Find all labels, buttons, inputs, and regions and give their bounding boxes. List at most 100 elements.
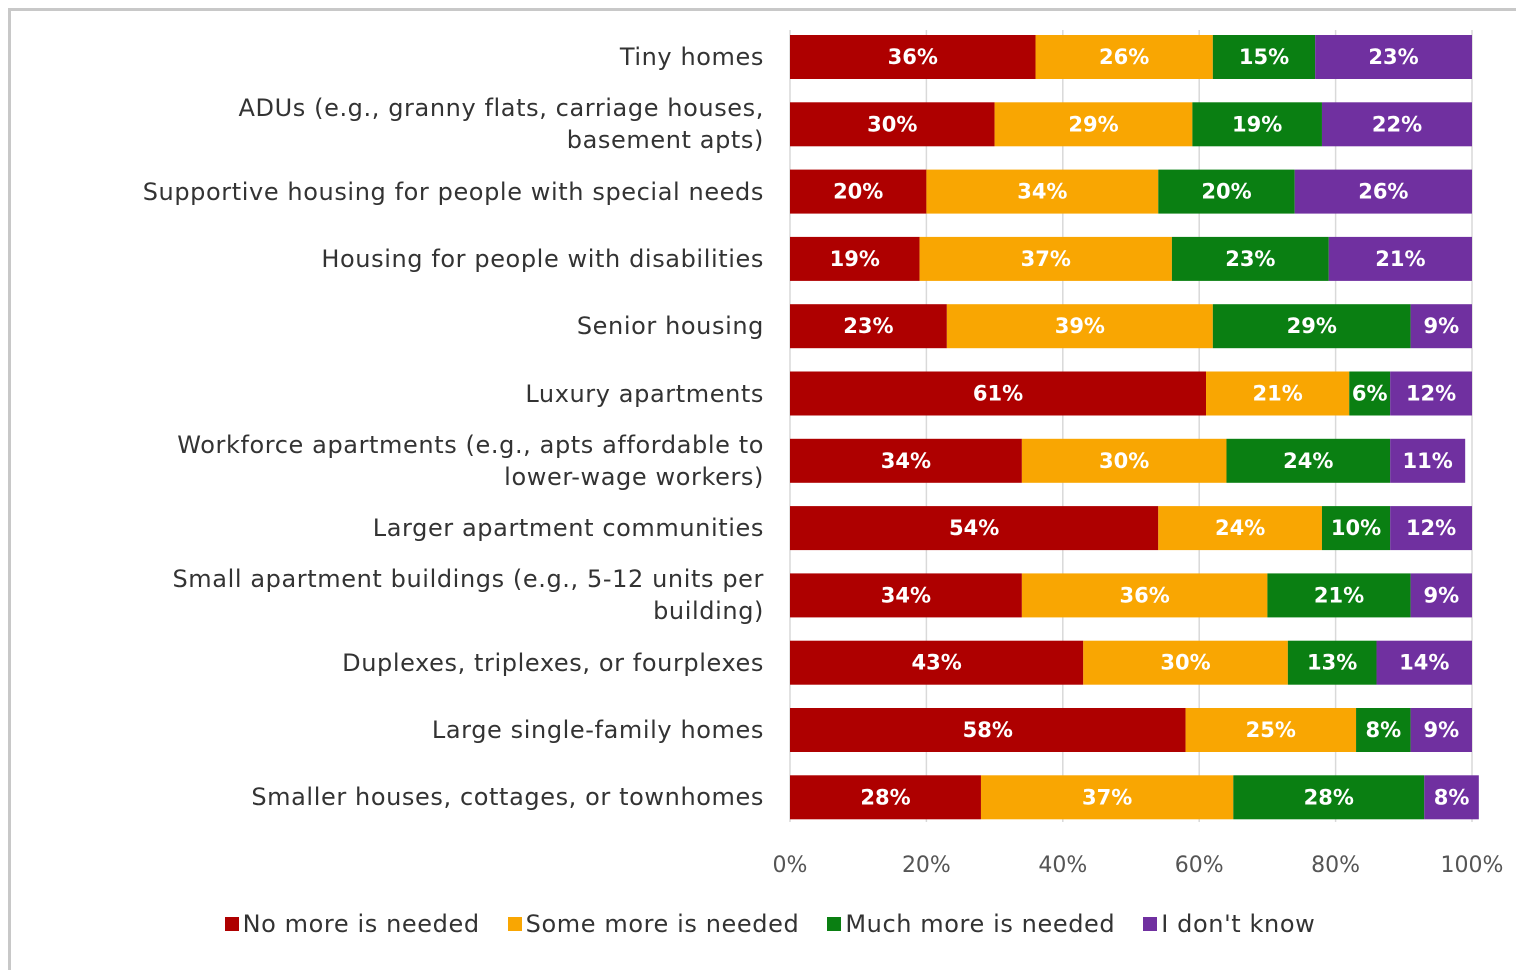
category-label: ADUs (e.g., granny flats, carriage house… — [238, 94, 764, 155]
legend-item: I don't know — [1143, 910, 1315, 938]
bar-segment — [1035, 35, 1213, 79]
data-label: 34% — [1017, 180, 1067, 204]
x-tick-label: 80% — [1311, 853, 1360, 878]
bar-segment — [1206, 371, 1350, 416]
bar-segment — [1410, 304, 1472, 349]
data-label: 19% — [1232, 112, 1282, 136]
bar-segment — [1021, 573, 1268, 618]
data-label: 9% — [1423, 314, 1459, 338]
data-label: 36% — [1120, 583, 1170, 607]
data-label: 25% — [1246, 718, 1296, 742]
bar-segment — [790, 506, 1159, 551]
bar-segment — [790, 371, 1207, 416]
data-label: 8% — [1434, 785, 1470, 809]
legend-label: Much more is needed — [845, 910, 1116, 938]
bar-segment — [926, 169, 1159, 214]
data-label: 30% — [867, 112, 917, 136]
data-label: 6% — [1352, 382, 1388, 406]
bar-segment — [790, 35, 1036, 79]
data-label: 21% — [1375, 247, 1425, 271]
data-label: 12% — [1406, 382, 1456, 406]
bar-segment — [790, 775, 981, 820]
bar-segment — [1158, 506, 1322, 551]
data-label: 9% — [1423, 718, 1459, 742]
bar-segment — [1185, 708, 1357, 752]
data-label: 34% — [881, 449, 931, 473]
legend-swatch — [224, 917, 239, 931]
bar-segment — [1192, 102, 1322, 147]
data-label: 24% — [1283, 449, 1333, 473]
category-label: Luxury apartments — [525, 379, 764, 408]
grid — [789, 30, 1473, 822]
bar-segment — [980, 775, 1234, 820]
category-label: Smaller houses, cottages, or townhomes — [251, 783, 764, 812]
bar-segment — [1321, 506, 1391, 551]
bar-segment — [790, 236, 920, 281]
legend-label: No more is needed — [242, 910, 480, 938]
bar-segment — [1267, 573, 1411, 618]
bar-segment — [1294, 169, 1472, 214]
data-label: 29% — [1068, 112, 1118, 136]
data-label: 58% — [963, 718, 1013, 742]
bar-segment — [1158, 169, 1295, 214]
category-label: Small apartment buildings (e.g., 5-12 un… — [172, 565, 764, 626]
x-tick-label: 60% — [1175, 853, 1224, 878]
data-label: 10% — [1331, 516, 1381, 540]
bar-segment — [1349, 371, 1391, 416]
bar-segment — [1226, 438, 1391, 483]
bar-segment — [1171, 236, 1329, 281]
data-label: 23% — [1368, 45, 1418, 69]
data-label: 30% — [1099, 449, 1149, 473]
data-label: 14% — [1399, 651, 1449, 675]
bar-segment — [1083, 640, 1288, 685]
data-label: 30% — [1160, 651, 1210, 675]
data-label: 23% — [1225, 247, 1275, 271]
data-label: 21% — [1252, 382, 1302, 406]
bar-segment — [790, 102, 995, 147]
bar-segment — [790, 438, 1022, 483]
x-tick-label: 20% — [902, 853, 951, 878]
bar-segment — [1376, 640, 1472, 685]
legend-label: I don't know — [1161, 910, 1316, 938]
x-tick-label: 100% — [1441, 853, 1504, 878]
legend-swatch — [507, 917, 522, 931]
data-label: 37% — [1021, 247, 1071, 271]
data-label: 19% — [830, 247, 880, 271]
bar-segment — [1315, 35, 1472, 79]
bar-segment — [1321, 102, 1472, 147]
category-label: Senior housing — [576, 312, 764, 341]
bar-segment — [1021, 438, 1227, 483]
bar-segment — [1287, 640, 1377, 685]
bar-segment — [1328, 236, 1472, 281]
data-label: 9% — [1423, 583, 1459, 607]
data-label: 28% — [860, 785, 910, 809]
data-label: 37% — [1082, 785, 1132, 809]
data-label: 12% — [1406, 516, 1456, 540]
x-tick-label: 40% — [1038, 853, 1087, 878]
legend-item: Some more is needed — [507, 910, 800, 938]
bar-segment — [946, 304, 1213, 349]
data-label: 21% — [1314, 583, 1364, 607]
bar-segment — [1390, 506, 1472, 551]
data-label: 29% — [1287, 314, 1337, 338]
bar-segment — [790, 708, 1186, 752]
bar-segment — [919, 236, 1172, 281]
data-label: 20% — [833, 180, 883, 204]
bar-segment — [994, 102, 1193, 147]
category-label: Duplexes, triplexes, or fourplexes — [342, 648, 764, 677]
legend-item: No more is needed — [224, 910, 480, 938]
legend-swatch — [1143, 917, 1158, 931]
data-label: 39% — [1055, 314, 1105, 338]
data-label: 26% — [1358, 180, 1408, 204]
category-label: Larger apartment communities — [372, 514, 764, 543]
legend: No more is needed Some more is needed Much… — [0, 910, 1522, 938]
legend-label: Some more is needed — [525, 910, 800, 938]
data-label: 13% — [1307, 651, 1357, 675]
data-label: 22% — [1372, 112, 1422, 136]
data-label: 28% — [1304, 785, 1354, 809]
data-label: 15% — [1239, 45, 1289, 69]
x-tick-label: 0% — [773, 853, 808, 878]
bar-segment — [790, 640, 1084, 685]
